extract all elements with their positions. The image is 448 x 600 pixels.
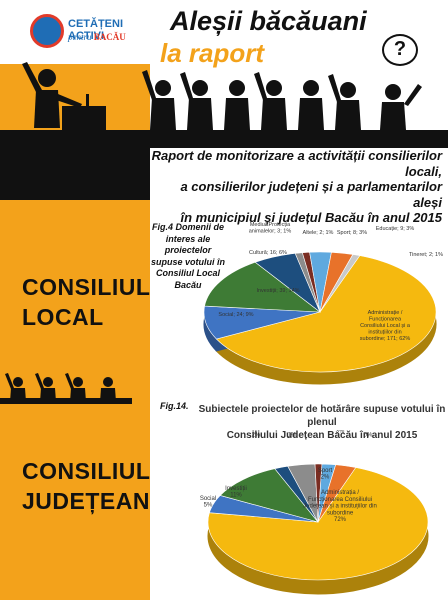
pie-data-label: Mediu&Protecția animalelor4% bbox=[240, 430, 307, 431]
pie-data-label: Altele1% bbox=[284, 430, 300, 439]
orange-side-panel bbox=[0, 0, 150, 600]
logo: CETĂȚENI ACTIVI pentru BACĂU bbox=[0, 0, 150, 64]
logo-line-2: pentru BACĂU bbox=[68, 32, 126, 42]
pie-data-label: Altele; 2; 1% bbox=[303, 230, 334, 236]
question-bubble-icon: ? bbox=[382, 34, 418, 66]
seated-councillors-icon bbox=[142, 70, 422, 130]
pie-slice bbox=[215, 255, 437, 373]
pie-data-label: Cultură; 16; 6% bbox=[249, 250, 287, 256]
pie-data-label: Social 5% bbox=[200, 496, 216, 509]
pie-data-label: Mediu&Protecția animalelor; 3; 1% bbox=[249, 222, 292, 235]
report-line: Raport de monitorizare a activității con… bbox=[151, 148, 442, 179]
pie-slice bbox=[317, 464, 357, 523]
pie-data-label: Investiții 11% bbox=[225, 486, 247, 499]
speaker-head-icon bbox=[38, 69, 56, 87]
councillors-illustration bbox=[22, 62, 422, 130]
report-line: a consilierilor județeni și a parlamenta… bbox=[180, 179, 442, 210]
chart1-caption: Fig.4 Domenii de interes ale proiectelor… bbox=[150, 222, 225, 290]
consiliul-judetean-label: CONSILIUL JUDEȚEAN bbox=[22, 458, 151, 514]
pie-data-label: Cultură2% bbox=[246, 430, 266, 439]
logo-line-1: CETĂȚENI ACTIVI bbox=[68, 18, 123, 42]
lectern-icon bbox=[62, 106, 106, 130]
report-line: în municipiul și județul Bacău în anul 2… bbox=[180, 210, 443, 225]
small-councillors-icon bbox=[0, 373, 132, 404]
page-subtitle: la raport bbox=[160, 38, 265, 68]
speaker-arm-icon bbox=[56, 94, 82, 108]
pie-data-label: Investiții; 39; 14% bbox=[256, 288, 299, 294]
pie-data-label: Administrație / Funcționarea Consiliului L… bbox=[360, 310, 411, 342]
pie-data-label: Educație3% bbox=[328, 430, 352, 435]
report-description: Raport de monitorizare a activității con… bbox=[150, 148, 448, 225]
microphone-icon bbox=[86, 94, 89, 108]
pie-data-label: Tineret; 2; 1% bbox=[409, 252, 443, 258]
chart2-pie: Administrația / Funcționarea Consiliului J… bbox=[200, 430, 429, 595]
speaker-body-icon bbox=[34, 90, 60, 128]
pie-slice bbox=[207, 467, 429, 581]
pie-data-label: Sport 2% bbox=[318, 468, 333, 481]
pie-data-label: Sport; 8; 3% bbox=[337, 230, 367, 236]
logo-emblem-icon bbox=[30, 14, 64, 48]
chart2-figure-label: Fig.14. bbox=[160, 401, 189, 411]
consiliul-local-label: CONSILIUL LOCAL bbox=[22, 274, 151, 330]
pie-slice bbox=[219, 468, 319, 523]
chart2-title: Subiectele proiectelor de hotărâre supus… bbox=[198, 404, 446, 441]
page-title: Aleșii băcăuani bbox=[170, 6, 367, 36]
pie-data-label: Educație; 9; 3% bbox=[376, 226, 415, 232]
chart1-pie: Administrație / Funcționarea Consiliului L… bbox=[203, 222, 443, 385]
pie-data-label: Tineret0% bbox=[359, 430, 378, 439]
pie-data-label: Social; 24; 9% bbox=[218, 312, 253, 318]
pie-slice bbox=[204, 261, 321, 313]
speaker-raised-arm-icon bbox=[22, 62, 42, 92]
pie-slice bbox=[319, 254, 361, 313]
pie-data-label: Administrația / Funcționarea Consiliului J… bbox=[303, 490, 377, 523]
